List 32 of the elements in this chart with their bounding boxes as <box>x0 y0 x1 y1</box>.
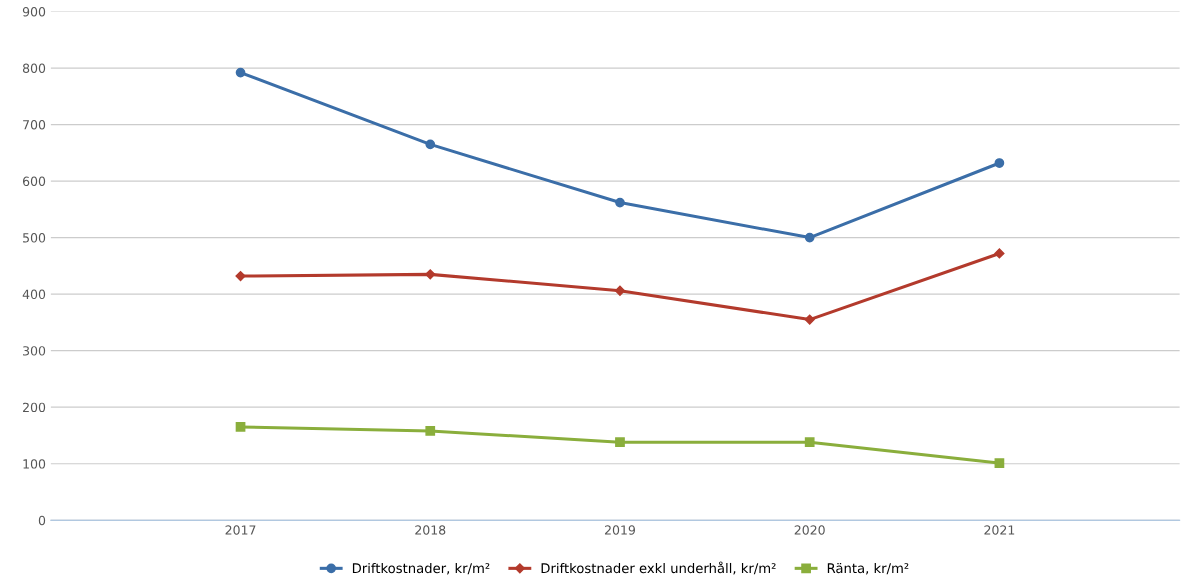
y-tick-label: 100 <box>23 459 46 469</box>
point <box>425 269 436 280</box>
y-tick-label: 600 <box>22 176 46 187</box>
point <box>235 67 246 78</box>
y-tick-label: 700 <box>23 120 46 130</box>
point <box>804 314 815 325</box>
point <box>425 139 436 150</box>
point <box>425 426 436 436</box>
y-tick-label: 800 <box>22 63 46 73</box>
point <box>615 437 625 448</box>
x-tick-label: 2018 <box>415 525 446 535</box>
legend-label: Driftkostnader exkl underhåll, kr/m² <box>541 561 776 575</box>
point <box>615 197 625 208</box>
legend-label: Driftkostnader, kr/m² <box>352 562 490 575</box>
point <box>614 285 626 296</box>
x-tick-label: 2021 <box>984 525 1015 535</box>
y-tick-label: 400 <box>22 289 46 300</box>
point <box>994 248 1005 259</box>
point <box>994 158 1005 168</box>
y-tick-label: 500 <box>23 233 46 243</box>
point <box>804 437 815 448</box>
x-tick-label: 2017 <box>225 525 256 535</box>
y-tick-label: 0 <box>38 515 46 526</box>
y-tick-label: 900 <box>22 7 46 17</box>
point <box>804 232 815 243</box>
legend-label: Ränta, kr/m² <box>827 562 909 575</box>
point <box>994 458 1005 468</box>
x-tick-label: 2020 <box>794 525 825 535</box>
x-tick-label: 2019 <box>604 525 635 535</box>
point <box>235 422 246 432</box>
y-tick-label: 300 <box>23 346 46 356</box>
y-tick-label: 200 <box>23 402 46 413</box>
